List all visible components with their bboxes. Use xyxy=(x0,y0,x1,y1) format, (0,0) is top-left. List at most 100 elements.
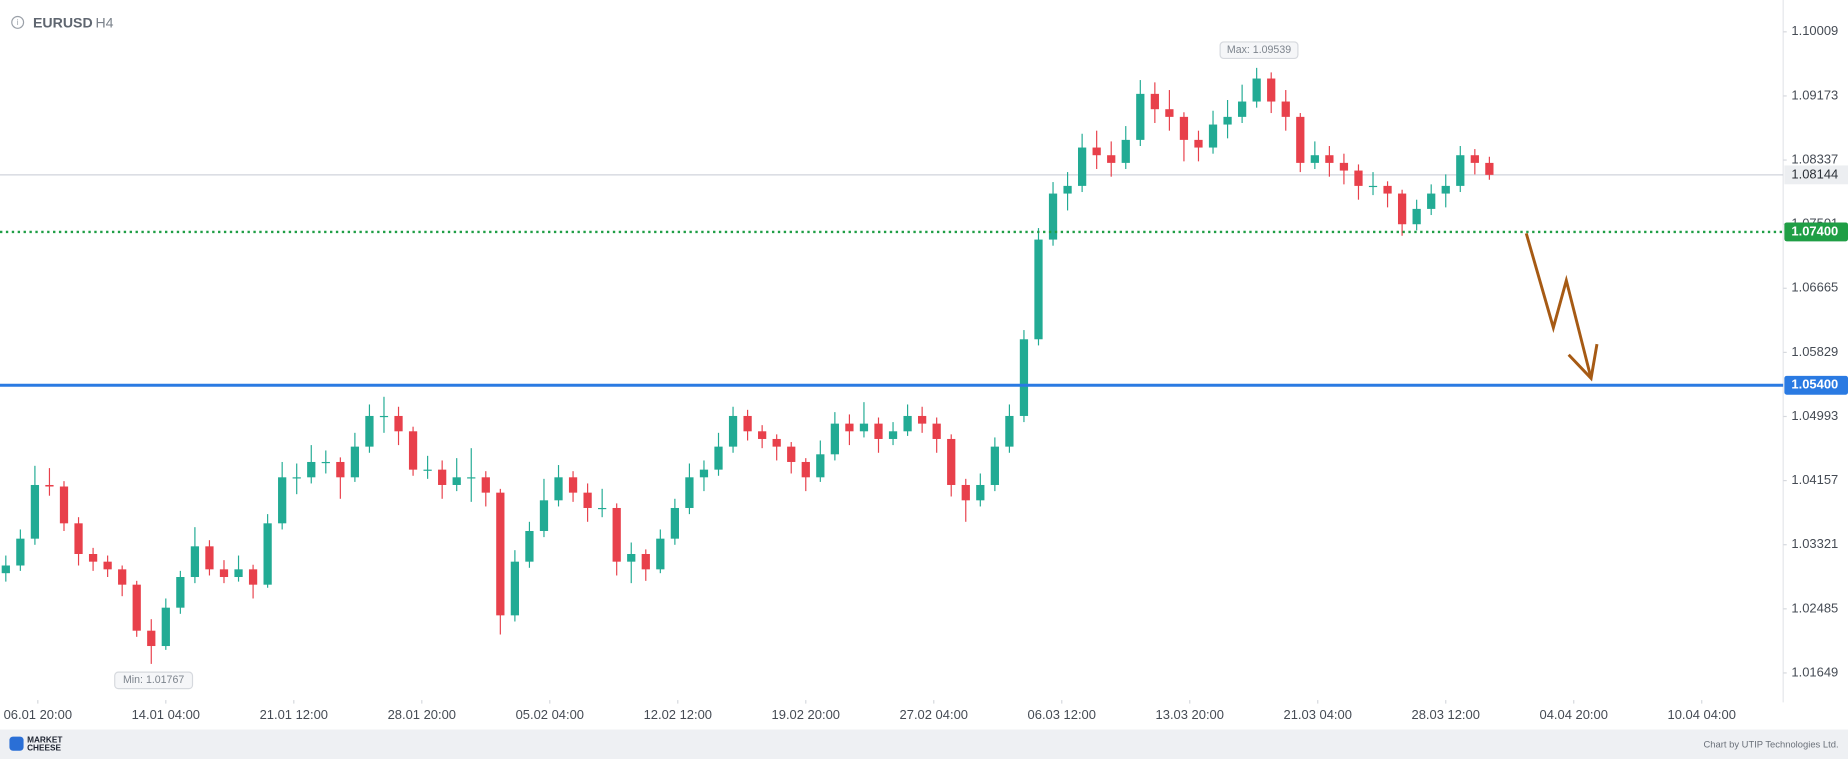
candle-body xyxy=(147,630,156,647)
candle-body xyxy=(1165,109,1174,117)
candle-body xyxy=(1092,147,1101,156)
candle-body xyxy=(379,415,389,418)
candle-body xyxy=(787,446,796,462)
candle-body xyxy=(496,492,505,616)
candle-body xyxy=(481,477,490,493)
candle-body xyxy=(408,431,418,470)
x-tick-label: 21.03 04:00 xyxy=(1284,707,1352,722)
candle-body xyxy=(1107,155,1116,163)
x-tick-label: 06.01 20:00 xyxy=(4,707,72,722)
logo-icon xyxy=(9,736,24,751)
candle-body xyxy=(714,446,723,470)
candle-body xyxy=(1412,208,1421,225)
x-tick-label: 19.02 20:00 xyxy=(772,707,840,722)
candle-body xyxy=(1223,116,1232,125)
y-tick-label: 1.02485 xyxy=(1791,600,1838,615)
candle-body xyxy=(1325,155,1334,163)
candle-body xyxy=(88,553,98,562)
candle-body xyxy=(74,523,83,554)
candle-body xyxy=(176,577,185,608)
candle-body xyxy=(1470,155,1479,163)
candle-body xyxy=(888,431,898,439)
candle-body xyxy=(1485,162,1494,175)
candle-body xyxy=(234,569,243,578)
footer-bar xyxy=(0,729,1848,759)
candle-body xyxy=(1267,78,1276,102)
level-label-box xyxy=(1784,222,1848,242)
y-tick-label: 1.03321 xyxy=(1791,536,1838,551)
candle-body xyxy=(161,607,170,647)
forecast-arrowhead xyxy=(1567,343,1599,382)
candle-body xyxy=(205,546,214,570)
candle-body xyxy=(1281,101,1290,117)
candle-body xyxy=(743,415,752,432)
current-price-box xyxy=(1784,165,1848,185)
candle-body xyxy=(1,565,10,574)
candle-body xyxy=(728,415,738,447)
candle-body xyxy=(394,415,403,432)
min-label-box xyxy=(114,671,194,690)
x-tick-label: 14.01 04:00 xyxy=(132,707,200,722)
candle-body xyxy=(568,477,578,493)
candle-body xyxy=(423,469,432,471)
credit: Chart by UTIP Technologies Ltd. xyxy=(1703,738,1838,749)
candle-body xyxy=(1252,78,1261,102)
x-tick-label: 10.04 04:00 xyxy=(1668,707,1736,722)
candle-body xyxy=(510,561,520,616)
candle-body xyxy=(467,477,476,479)
candle-body xyxy=(670,507,679,539)
candle-body xyxy=(190,546,200,578)
candle-body xyxy=(1208,124,1218,148)
candle-body xyxy=(932,423,941,439)
candle-body xyxy=(1237,101,1247,117)
x-tick-label: 12.02 12:00 xyxy=(644,707,712,722)
candle-body xyxy=(1354,170,1363,186)
info-icon[interactable] xyxy=(11,15,25,29)
candle-body xyxy=(1121,139,1130,163)
candle-body xyxy=(845,423,854,432)
candle-body xyxy=(219,569,229,578)
candle-body xyxy=(1034,239,1043,340)
candle-body xyxy=(1427,193,1436,209)
candle-body xyxy=(903,415,912,432)
logo-top: MARKET xyxy=(27,735,62,744)
x-tick-label: 04.04 20:00 xyxy=(1540,707,1608,722)
candle-body xyxy=(612,507,621,562)
y-tick-label: 1.08337 xyxy=(1791,151,1838,166)
candle-body xyxy=(1019,339,1029,416)
candle-body xyxy=(699,469,709,478)
candle-body xyxy=(1136,93,1145,140)
candle-body xyxy=(336,461,345,478)
candle-body xyxy=(1339,162,1349,171)
candle-body xyxy=(525,530,534,562)
max-label: Max: 1.09539 xyxy=(1227,44,1291,56)
x-tick-label: 28.03 12:00 xyxy=(1412,707,1480,722)
max-label-box xyxy=(1219,41,1299,60)
candle-body xyxy=(118,569,127,585)
candle-body xyxy=(132,584,141,631)
candle-body xyxy=(1063,185,1072,194)
candle-body xyxy=(1048,193,1058,240)
x-tick-label: 05.02 04:00 xyxy=(516,707,584,722)
candle-body xyxy=(918,415,927,424)
level-label: 1.07400 xyxy=(1791,223,1838,238)
candle-body xyxy=(1456,155,1465,186)
candle-body xyxy=(816,454,825,478)
candle-body xyxy=(16,538,25,566)
timeframe: H4 xyxy=(95,14,113,30)
candle-body xyxy=(554,477,563,501)
y-tick-label: 1.04157 xyxy=(1791,472,1838,487)
plot: 06.01 20:00 14.01 04:00 21.01 12:00 28.01 2… xyxy=(0,41,1784,722)
y-tick-label: 1.06665 xyxy=(1791,280,1838,295)
candle-body xyxy=(859,423,869,432)
candle-body xyxy=(1179,116,1189,140)
candle-body xyxy=(59,486,69,524)
candle-body xyxy=(452,477,461,485)
candle-body xyxy=(30,484,40,539)
candle-body xyxy=(365,415,374,447)
candle-body xyxy=(801,461,810,478)
candle-body xyxy=(292,477,301,479)
candle-body xyxy=(1005,415,1014,447)
